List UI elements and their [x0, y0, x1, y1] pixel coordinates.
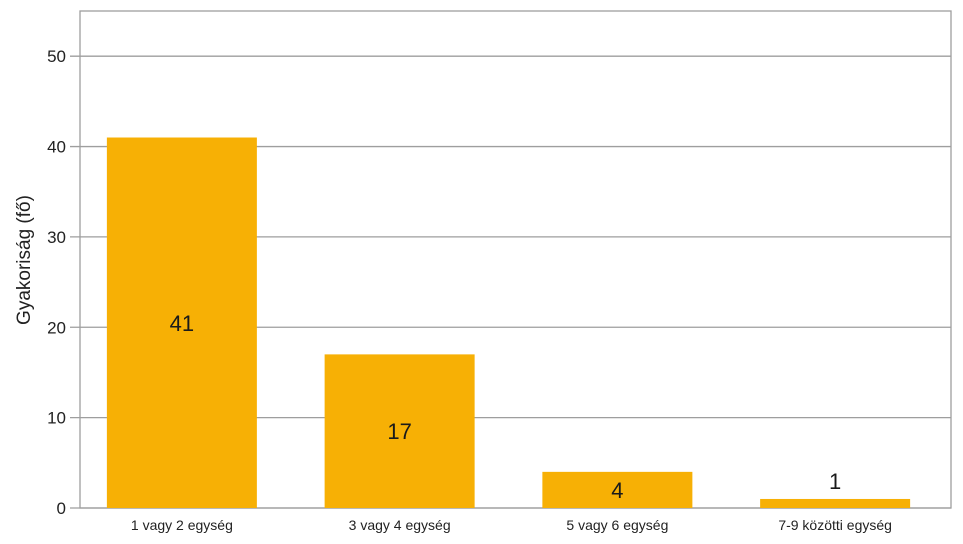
y-tick-label: 0	[57, 499, 66, 518]
x-tick-label: 7-9 közötti egység	[778, 517, 892, 533]
x-tick-label: 1 vagy 2 egység	[131, 517, 233, 533]
x-tick-label: 5 vagy 6 egység	[566, 517, 668, 533]
y-axis-label: Gyakoriság (fő)	[14, 195, 35, 325]
x-axis-ticks: 1 vagy 2 egység 3 vagy 4 egység 5 vagy 6 e…	[131, 517, 892, 533]
bars	[107, 138, 910, 508]
data-label: 4	[611, 478, 623, 503]
y-tick-label: 50	[47, 47, 66, 66]
data-label: 1	[829, 469, 841, 494]
x-tick-label: 3 vagy 4 egység	[349, 517, 451, 533]
y-tick-label: 30	[47, 228, 66, 247]
y-axis-ticks: 0 10 20 30 40 50	[47, 47, 66, 518]
y-tick-label: 20	[47, 318, 66, 337]
bar	[760, 499, 910, 508]
y-tick-label: 10	[47, 409, 66, 428]
y-tick-label: 40	[47, 138, 66, 157]
data-label: 41	[170, 311, 194, 336]
data-label: 17	[387, 419, 411, 444]
